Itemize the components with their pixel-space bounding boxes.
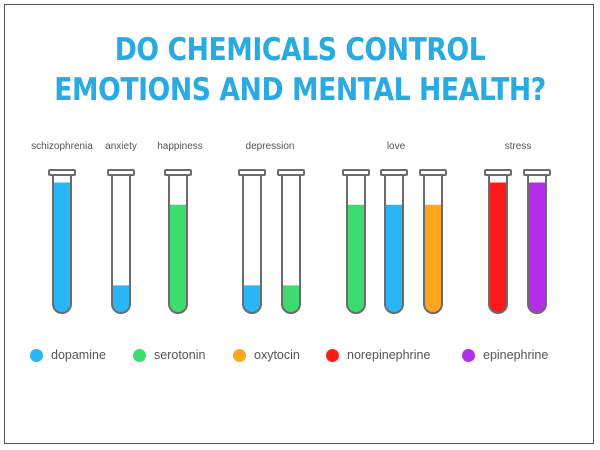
tube-rim (48, 169, 76, 176)
test-tube-depression-serotonin (277, 168, 305, 315)
tube-glass (111, 176, 131, 314)
tube-rim (380, 169, 408, 176)
condition-label-anxiety: anxiety (105, 141, 137, 152)
tube-rim (419, 169, 447, 176)
title-line-2: EMOTIONS AND MENTAL HEALTH? (54, 72, 546, 108)
tube-glass (488, 176, 508, 314)
legend-dot-serotonin (133, 348, 146, 362)
tube-liquid-dopamine (53, 182, 71, 313)
tube-rim (107, 169, 135, 176)
legend-item-epinephrine: epinephrine (462, 346, 548, 364)
tube-rim (342, 169, 370, 176)
legend-dot-oxytocin (233, 348, 246, 362)
legend-label-oxytocin: oxytocin (254, 348, 300, 362)
tube-rim (484, 169, 512, 176)
tube-liquid-dopamine (243, 285, 261, 313)
test-tube-love-serotonin (342, 168, 370, 315)
condition-label-love: love (386, 141, 406, 152)
tube-glass (384, 176, 404, 314)
condition-label-happiness: happiness (157, 141, 203, 152)
tube-rim (238, 169, 266, 176)
legend-item-dopamine: dopamine (30, 346, 106, 364)
test-tube-love-oxytocin (419, 168, 447, 315)
tube-liquid-oxytocin (424, 204, 442, 313)
tube-liquid-serotonin (282, 285, 300, 313)
tube-glass (527, 176, 547, 314)
test-tube-stress-epinephrine (523, 168, 551, 315)
legend-dot-epinephrine (462, 348, 475, 362)
legend-label-norepinephrine: norepinephrine (347, 348, 431, 362)
tube-glass (346, 176, 366, 314)
tube-liquid-norepinephrine (489, 182, 507, 313)
tube-glass (281, 176, 301, 314)
legend-dot-norepinephrine (326, 348, 339, 362)
tube-liquid-dopamine (112, 285, 130, 313)
test-tube-happiness-serotonin (164, 168, 192, 315)
test-tube-stress-norepinephrine (484, 168, 512, 315)
tube-rim (523, 169, 551, 176)
tube-glass (242, 176, 262, 314)
condition-label-schizophrenia: schizophrenia (31, 141, 93, 152)
tube-liquid-serotonin (169, 204, 187, 313)
legend-item-norepinephrine: norepinephrine (326, 346, 430, 364)
tube-rim (164, 169, 192, 176)
condition-label-depression: depression (245, 141, 295, 152)
legend-dot-dopamine (30, 348, 43, 362)
tube-liquid-epinephrine (528, 182, 546, 313)
tube-rim (277, 169, 305, 176)
tube-glass (52, 176, 72, 314)
title-line-1: DO CHEMICALS CONTROL (114, 32, 486, 68)
test-tube-love-dopamine (380, 168, 408, 315)
tube-liquid-dopamine (385, 204, 403, 313)
page-title: DO CHEMICALS CONTROL EMOTIONS AND MENTAL… (42, 30, 558, 110)
legend-label-dopamine: dopamine (51, 348, 106, 362)
legend-label-epinephrine: epinephrine (483, 348, 549, 362)
legend-item-oxytocin: oxytocin (233, 346, 300, 364)
tube-glass (168, 176, 188, 314)
condition-label-stress: stress (504, 141, 532, 152)
legend-item-serotonin: serotonin (133, 346, 205, 364)
legend-label-serotonin: serotonin (154, 348, 206, 362)
test-tube-depression-dopamine (238, 168, 266, 315)
tube-glass (423, 176, 443, 314)
test-tube-schizophrenia-dopamine (48, 168, 76, 315)
test-tube-anxiety-dopamine (107, 168, 135, 315)
tube-liquid-serotonin (347, 204, 365, 313)
